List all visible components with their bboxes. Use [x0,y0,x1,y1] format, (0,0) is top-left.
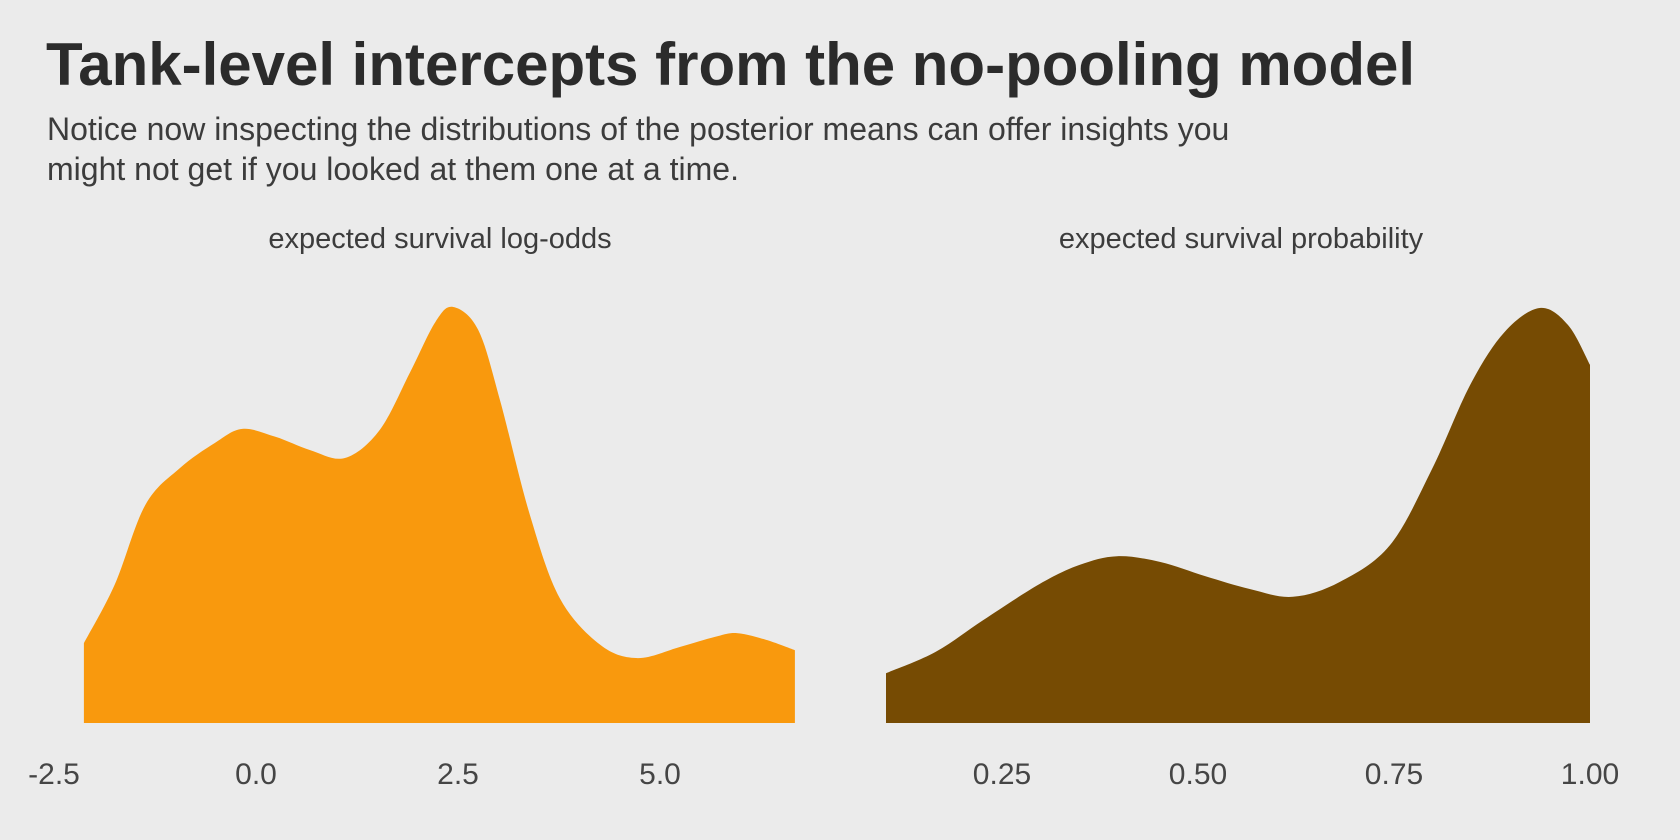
x-tick-label: 0.75 [1364,758,1424,791]
x-tick-label: 0.50 [1168,758,1228,791]
x-tick-label: 5.0 [639,758,681,791]
facet-label-log-odds: expected survival log-odds [268,223,612,255]
x-tick-label: 1.00 [1560,758,1620,791]
subtitle-line-1: Notice now inspecting the distributions … [47,111,1230,147]
plot-subtitle: Notice now inspecting the distributions … [47,109,1229,189]
density-area-log-odds [83,306,795,723]
x-tick-label: 2.5 [437,758,479,791]
x-tick-label: 0.25 [972,758,1032,791]
density-plots [83,306,1590,723]
density-area-probability [886,307,1590,723]
subtitle-line-2: might not get if you looked at them one … [47,151,739,187]
x-axis-log-odds: -2.5 0.0 2.5 5.0 [0,758,1680,794]
plot-title: Tank-level intercepts from the no-poolin… [46,31,1416,98]
x-tick-label: -2.5 [28,758,80,791]
facet-label-probability: expected survival probability [1058,223,1424,255]
x-tick-label: 0.0 [235,758,277,791]
x-axis-probability: 0.25 0.50 0.75 1.00 [0,758,1680,794]
